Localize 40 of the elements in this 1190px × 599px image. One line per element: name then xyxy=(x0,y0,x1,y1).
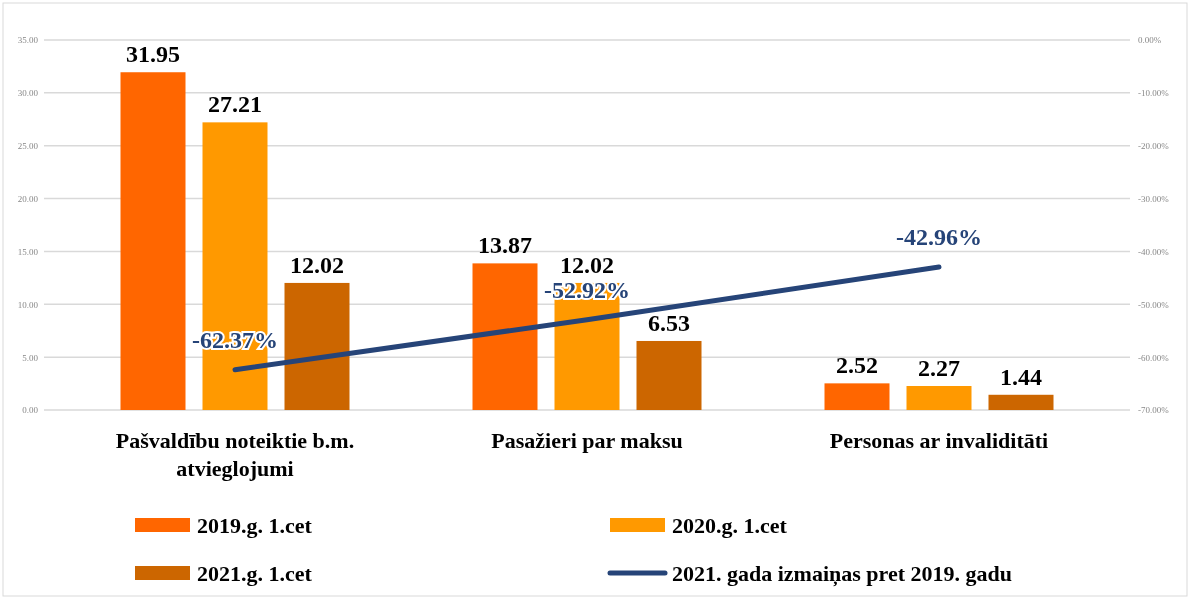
bar xyxy=(472,263,538,410)
x-tick-label: Personas ar invaliditāti xyxy=(829,428,1049,453)
x-tick-label: Pasažieri par maksu xyxy=(491,428,683,453)
bar xyxy=(636,340,702,410)
y-tick-label: 20.00 xyxy=(17,193,39,204)
data-label: 12.02 xyxy=(560,251,614,278)
y2-tick-label: 0.00% xyxy=(1138,35,1162,46)
y-tick-label: 30.00 xyxy=(17,88,39,99)
bar xyxy=(824,383,890,410)
y-tick-label: 5.00 xyxy=(22,352,39,363)
bar xyxy=(906,386,972,410)
legend-label: 2021. gada izmaiņas pret 2019. gadu xyxy=(672,561,1013,587)
data-label: 1.44 xyxy=(1000,363,1042,390)
y-tick-label: 10.00 xyxy=(17,299,39,310)
bar xyxy=(284,282,350,410)
data-label: 13.87 xyxy=(478,232,532,259)
y-tick-label: 35.00 xyxy=(17,35,39,46)
bar xyxy=(120,72,186,410)
data-label: 6.53 xyxy=(648,309,690,336)
data-label: 2.52 xyxy=(836,352,878,379)
y2-tick-label: -70.00% xyxy=(1138,405,1170,416)
data-label: 12.02 xyxy=(290,251,344,278)
x-tick-label: Pašvaldību noteiktie b.m. atvieglojumi xyxy=(115,428,355,481)
y-tick-label: 25.00 xyxy=(17,141,39,152)
y2-tick-label: -30.00% xyxy=(1138,193,1170,204)
legend-label: 2020.g. 1.cet xyxy=(672,513,788,538)
y2-tick-label: -60.00% xyxy=(1138,352,1170,363)
data-label: -42.96% xyxy=(896,224,982,251)
data-label: 2.27 xyxy=(918,355,960,381)
y-tick-label: 15.00 xyxy=(17,246,39,257)
legend-label: 2019.g. 1.cet xyxy=(197,513,313,538)
legend-label: 2021.g. 1.cet xyxy=(197,561,313,586)
y2-tick-label: -20.00% xyxy=(1138,141,1170,152)
y2-tick-label: -50.00% xyxy=(1138,299,1170,310)
y-tick-label: 0.00 xyxy=(22,405,39,416)
data-label: 27.21 xyxy=(208,91,262,118)
y2-tick-label: -10.00% xyxy=(1138,88,1170,99)
data-label: 31.95 xyxy=(126,41,180,68)
bar xyxy=(988,394,1054,410)
y2-tick-label: -40.00% xyxy=(1138,246,1170,257)
